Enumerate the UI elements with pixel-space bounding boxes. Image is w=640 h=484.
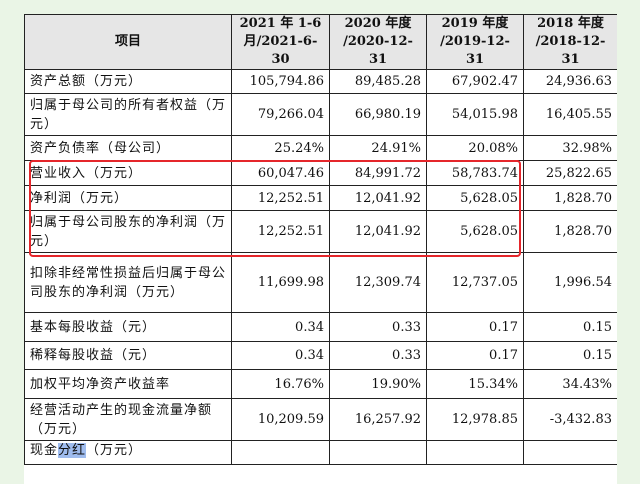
cell-value: 0.15 xyxy=(523,312,617,342)
table-row: 营业收入（万元） 60,047.46 84,991.72 58,783.74 2… xyxy=(24,160,617,186)
cell-value: 0.33 xyxy=(329,341,427,370)
table-row: 经营活动产生的现金流量净额（万元） 10,209.59 16,257.92 12… xyxy=(24,398,617,441)
cell-value: 12,252.51 xyxy=(231,185,330,211)
cell-value xyxy=(231,440,330,465)
cell-value: 54,015.98 xyxy=(426,93,524,136)
cell-value: 24.91% xyxy=(329,135,427,161)
cell-value: 12,252.51 xyxy=(231,210,330,253)
cell-value: 16,405.55 xyxy=(523,93,617,136)
row-label: 归属于母公司的所有者权益（万元） xyxy=(24,93,232,136)
row-label: 现金分红（万元） xyxy=(24,440,232,465)
row-label: 加权平均净资产收益率 xyxy=(24,369,232,399)
row-label: 净利润（万元） xyxy=(24,185,232,211)
cell-value: 12,978.85 xyxy=(426,398,524,441)
cell-value: 60,047.46 xyxy=(231,160,330,186)
table-row: 扣除非经常性损益后归属于母公司股东的净利润（万元） 11,699.98 12,3… xyxy=(24,252,617,313)
row-label: 资产总额（万元） xyxy=(24,69,232,94)
row-label: 扣除非经常性损益后归属于母公司股东的净利润（万元） xyxy=(24,252,232,313)
cell-value: -3,432.83 xyxy=(523,398,617,441)
cell-value: 0.34 xyxy=(231,341,330,370)
row-label: 资产负债率（母公司） xyxy=(24,135,232,161)
cell-value: 20.08% xyxy=(426,135,524,161)
table-row-truncated: 现金分红（万元） xyxy=(24,440,617,465)
row-label: 经营活动产生的现金流量净额（万元） xyxy=(24,398,232,441)
column-header-2018: 2018 年度/2018-12-31 xyxy=(523,14,617,70)
cell-value: 0.15 xyxy=(523,341,617,370)
row-label: 基本每股收益（元） xyxy=(24,312,232,342)
table-row: 基本每股收益（元） 0.34 0.33 0.17 0.15 xyxy=(24,312,617,342)
cell-value: 24,936.63 xyxy=(523,69,617,94)
cell-value: 1,828.70 xyxy=(523,185,617,211)
cell-value: 89,485.28 xyxy=(329,69,427,94)
cell-value: 0.34 xyxy=(231,312,330,342)
table-row: 资产总额（万元） 105,794.86 89,485.28 67,902.47 … xyxy=(24,69,617,94)
selection-highlight: 分红 xyxy=(58,443,87,458)
table-row: 净利润（万元） 12,252.51 12,041.92 5,628.05 1,8… xyxy=(24,185,617,211)
cell-value: 5,628.05 xyxy=(426,210,524,253)
cell-value: 25,822.65 xyxy=(523,160,617,186)
cell-value: 1,828.70 xyxy=(523,210,617,253)
cell-value xyxy=(523,440,617,465)
financial-summary-table: 项目 2021 年 1-6 月/2021-6-30 2020 年度/2020-12… xyxy=(24,14,617,465)
cell-value: 32.98% xyxy=(523,135,617,161)
cell-value: 10,209.59 xyxy=(231,398,330,441)
cell-value: 12,041.92 xyxy=(329,210,427,253)
table-row: 归属于母公司的所有者权益（万元） 79,266.04 66,980.19 54,… xyxy=(24,93,617,136)
cell-value: 84,991.72 xyxy=(329,160,427,186)
table-header-row: 项目 2021 年 1-6 月/2021-6-30 2020 年度/2020-12… xyxy=(24,14,617,70)
column-header-2021h1: 2021 年 1-6 月/2021-6-30 xyxy=(231,14,330,70)
table-row: 归属于母公司股东的净利润（万元） 12,252.51 12,041.92 5,6… xyxy=(24,210,617,253)
table-row: 资产负债率（母公司） 25.24% 24.91% 20.08% 32.98% xyxy=(24,135,617,161)
cell-value: 0.17 xyxy=(426,312,524,342)
cell-value: 12,309.74 xyxy=(329,252,427,313)
table-row: 稀释每股收益（元） 0.34 0.33 0.17 0.15 xyxy=(24,341,617,370)
cell-value: 1,996.54 xyxy=(523,252,617,313)
cell-value: 5,628.05 xyxy=(426,185,524,211)
column-header-2019: 2019 年度/2019-12-31 xyxy=(426,14,524,70)
cell-value: 58,783.74 xyxy=(426,160,524,186)
cell-value: 0.17 xyxy=(426,341,524,370)
cell-value: 11,699.98 xyxy=(231,252,330,313)
cell-value: 67,902.47 xyxy=(426,69,524,94)
cell-value xyxy=(426,440,524,465)
cell-value: 12,041.92 xyxy=(329,185,427,211)
cell-value: 15.34% xyxy=(426,369,524,399)
cell-value xyxy=(329,440,427,465)
cell-value: 66,980.19 xyxy=(329,93,427,136)
cell-value: 0.33 xyxy=(329,312,427,342)
cell-value: 19.90% xyxy=(329,369,427,399)
cell-value: 16.76% xyxy=(231,369,330,399)
cell-value: 34.43% xyxy=(523,369,617,399)
column-header-2020: 2020 年度/2020-12-31 xyxy=(329,14,427,70)
cell-value: 25.24% xyxy=(231,135,330,161)
row-label: 营业收入（万元） xyxy=(24,160,232,186)
cell-value: 16,257.92 xyxy=(329,398,427,441)
table-row: 加权平均净资产收益率 16.76% 19.90% 15.34% 34.43% xyxy=(24,369,617,399)
cell-value: 105,794.86 xyxy=(231,69,330,94)
cell-value: 79,266.04 xyxy=(231,93,330,136)
row-label: 归属于母公司股东的净利润（万元） xyxy=(24,210,232,253)
financial-table-sheet: 项目 2021 年 1-6 月/2021-6-30 2020 年度/2020-12… xyxy=(24,14,617,484)
column-header-item: 项目 xyxy=(24,14,232,70)
row-label: 稀释每股收益（元） xyxy=(24,341,232,370)
cell-value: 12,737.05 xyxy=(426,252,524,313)
